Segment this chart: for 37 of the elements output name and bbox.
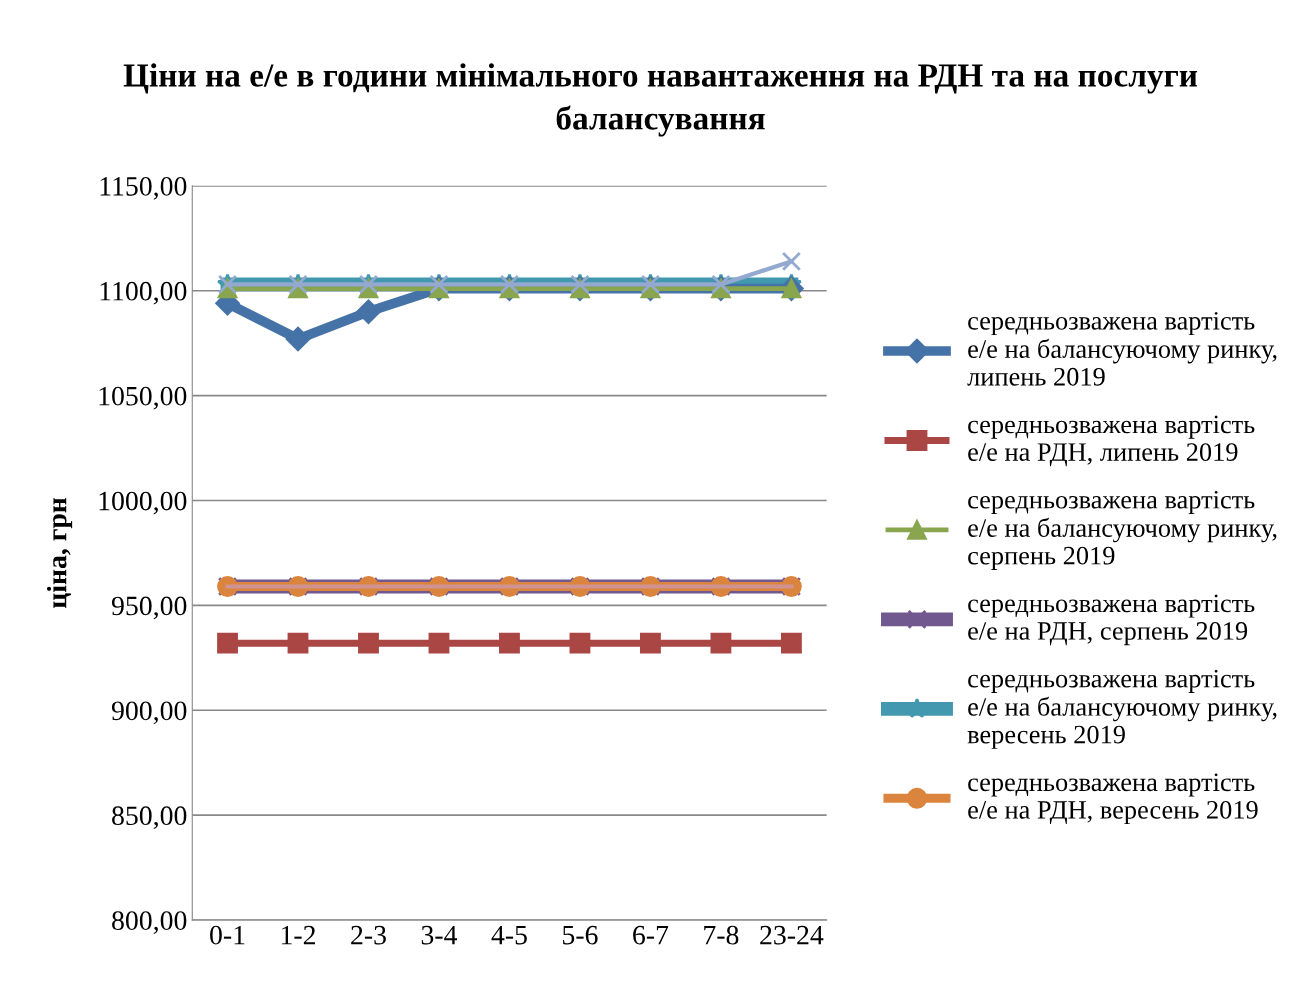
y-tick-label: 1050,00 [99,386,187,410]
point [569,632,591,654]
chart-title: Ціни на е/е в години мінімального навантаження на РДН та на послуги балансування [123,63,1198,137]
y-tick-label: 1100,00 [100,281,187,305]
point [356,299,381,324]
point [428,632,450,654]
y-tick-label: 1150,00 [100,176,187,200]
legend-label: середньозважена вартість е/е на балансуючому ринку, вересень 2019 [967,669,1277,749]
point [285,326,311,352]
legend-label: середньозважена вартість е/е на балансуючому ринку, серпень 2019 [968,490,1277,570]
point [640,632,661,654]
point [781,251,802,272]
y-tick-label: 900,00 [111,701,187,725]
legend-label: середньозважена вартість е/е на РДН, вересень 2019 [968,773,1258,825]
y-tick-label: 1000,00 [99,491,187,515]
x-tick-label: 7-8 [704,925,739,945]
x-tick-label: 3-4 [421,925,458,945]
point [358,632,379,654]
y-tick-label: 950,00 [111,596,187,620]
point [287,632,309,654]
x-tick-label: 4-5 [491,925,527,945]
x-tick-label: 23-24 [760,925,824,945]
x-tick-label: 0-1 [210,925,245,945]
x-tick-label: 6-7 [633,925,669,945]
legend-label: середньозважена вартість е/е на балансуючому ринку, липень 2019 [967,311,1277,386]
point [780,632,802,654]
x-tick-label: 1-2 [281,925,315,945]
point [710,632,732,654]
point [499,632,520,654]
x-tick-label: 2-3 [351,925,386,945]
y-tick-label: 850,00 [112,806,187,830]
x-tick-label: 5-6 [563,925,598,945]
legend-label: середньозважена вартість е/е на РДН, липень 2019 [968,415,1255,467]
legend-label: середньозважена вартість е/е на РДН, серпень 2019 [968,594,1255,646]
y-axis-title: ціна, грн [46,497,73,608]
y-tick-label: 800,00 [112,911,187,934]
point [217,632,238,654]
